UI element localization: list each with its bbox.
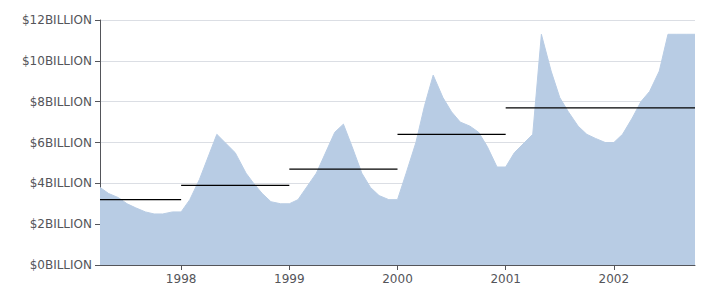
svg-text:$10BILLION: $10BILLION	[22, 54, 92, 68]
svg-text:$8BILLION: $8BILLION	[30, 95, 92, 109]
svg-text:$4BILLION: $4BILLION	[30, 176, 92, 190]
svg-text:2001: 2001	[490, 272, 521, 286]
svg-text:1999: 1999	[274, 272, 305, 286]
svg-text:$2BILLION: $2BILLION	[30, 217, 92, 231]
svg-text:2002: 2002	[599, 272, 630, 286]
svg-text:$12BILLION: $12BILLION	[22, 13, 92, 27]
svg-text:2000: 2000	[382, 272, 413, 286]
svg-text:$0BILLION: $0BILLION	[30, 258, 92, 272]
svg-text:1998: 1998	[166, 272, 197, 286]
svg-text:$6BILLION: $6BILLION	[30, 136, 92, 150]
